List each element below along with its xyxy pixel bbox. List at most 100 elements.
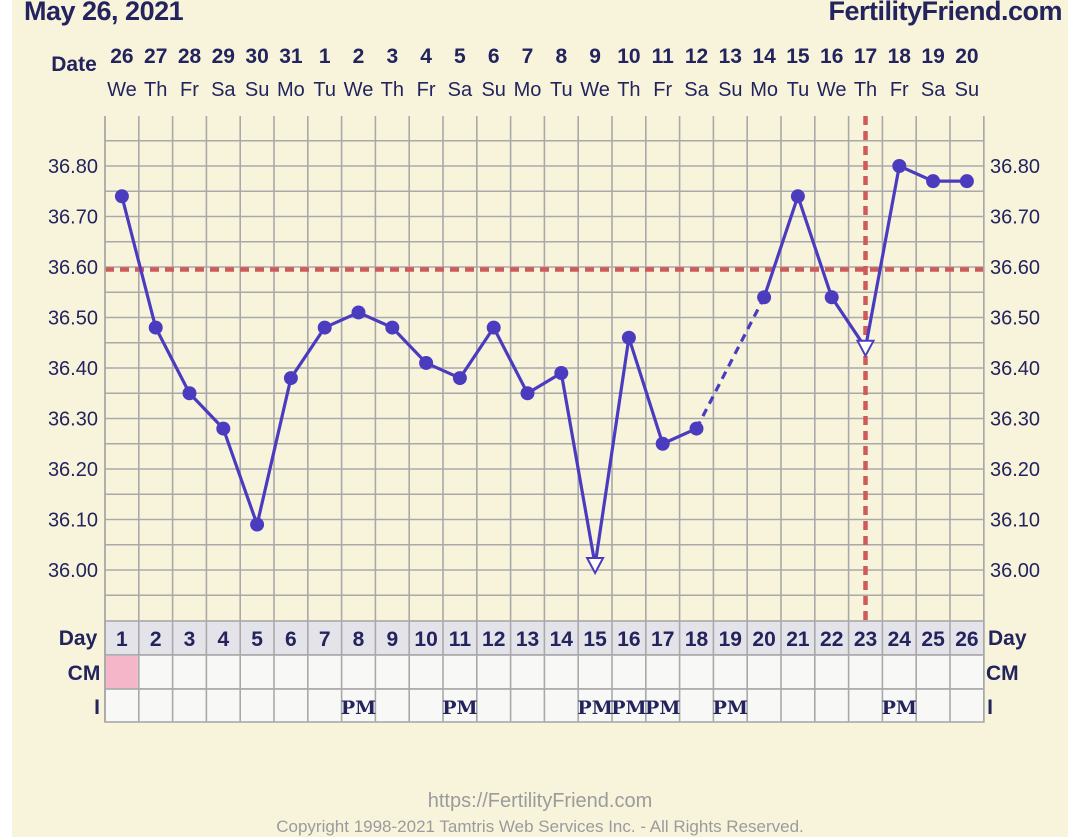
weekday-label: Su: [718, 79, 742, 101]
chart-date: May 26, 2021: [24, 0, 184, 26]
temperature-point: [926, 174, 941, 189]
date-label: 19: [921, 45, 944, 68]
temperature-line: [289, 326, 327, 379]
frame-right: [1068, 0, 1080, 837]
temperature-line: [559, 372, 597, 566]
temperature-point: [351, 305, 366, 320]
temperature-point: [182, 386, 197, 401]
weekday-label: We: [344, 79, 374, 101]
cm-cell-highlight: [106, 656, 138, 688]
day-number: 3: [184, 628, 196, 651]
day-number: 22: [820, 628, 843, 651]
intercourse-marker: PM: [442, 697, 477, 719]
day-number: 11: [449, 628, 472, 651]
date-label: 9: [589, 45, 601, 68]
y-tick-label-right: 36.50: [990, 308, 1040, 330]
weekday-label: Fr: [890, 79, 909, 101]
footer-copyright: Copyright 1998-2021 Tamtris Web Services…: [276, 817, 804, 836]
temperature-point: [892, 159, 907, 173]
temperature-point: [250, 517, 265, 532]
date-label: 8: [555, 45, 567, 68]
footer-url[interactable]: https://FertilityFriend.com: [427, 790, 653, 812]
y-tick-label-left: 36.60: [48, 257, 98, 279]
day-number: 13: [516, 628, 539, 651]
weekday-label: Mo: [514, 79, 542, 101]
weekday-label: Tu: [550, 79, 573, 101]
temperature-point: [959, 174, 974, 189]
y-tick-label-left: 36.00: [48, 560, 98, 582]
temperature-point: [452, 371, 467, 386]
temperature-line: [796, 195, 834, 298]
temperature-line: [391, 326, 428, 365]
day-number: 20: [752, 628, 775, 651]
date-label: 30: [245, 45, 268, 68]
temperature-line: [762, 195, 800, 298]
cm-row-label-right: CM: [986, 662, 1019, 685]
day-number: 8: [353, 628, 365, 651]
day-number: 6: [285, 628, 297, 651]
intercourse-marker: PM: [645, 697, 680, 719]
temperature-point: [317, 320, 332, 335]
weekday-label: We: [580, 79, 610, 101]
intercourse-marker: PM: [577, 697, 612, 719]
day-number: 21: [786, 628, 810, 651]
temperature-point: [554, 366, 569, 381]
weekday-label: Sa: [684, 79, 709, 101]
y-tick-label-left: 36.80: [48, 156, 98, 178]
date-label: 10: [617, 45, 640, 68]
day-number: 23: [854, 628, 877, 651]
temperature-line: [255, 377, 293, 525]
weekday-label: Mo: [750, 79, 778, 101]
intercourse-marker: PM: [611, 697, 646, 719]
y-tick-label-left: 36.40: [48, 358, 98, 380]
day-number: 4: [217, 628, 229, 651]
weekday-label: We: [817, 79, 847, 101]
temperature-point: [486, 320, 501, 335]
weekday-label: Sa: [211, 79, 236, 101]
temperature-point: [283, 371, 298, 386]
day-number: 25: [921, 628, 945, 651]
date-label: 11: [652, 45, 675, 68]
y-tick-label-right: 36.70: [990, 207, 1040, 229]
temperature-point: [419, 355, 434, 370]
day-number: 14: [550, 628, 574, 651]
y-tick-label-right: 36.00: [990, 560, 1040, 582]
date-label: 7: [522, 45, 534, 68]
y-tick-label-right: 36.60: [990, 257, 1040, 279]
date-label: 28: [178, 45, 202, 68]
y-tick-label-left: 36.70: [48, 207, 98, 229]
day-number: 26: [955, 628, 978, 651]
temperature-point-discarded: [585, 556, 605, 576]
day-number: 9: [386, 628, 398, 651]
date-label: 31: [279, 45, 303, 68]
date-label: 18: [888, 45, 912, 68]
weekday-label: Su: [245, 79, 269, 101]
cm-row-label-left: CM: [68, 662, 101, 685]
weekday-label: Mo: [277, 79, 305, 101]
weekday-label: Tu: [787, 79, 810, 101]
y-tick-label-right: 36.40: [990, 358, 1040, 380]
weekday-label: We: [107, 79, 137, 101]
day-number: 17: [651, 628, 674, 651]
intercourse-row-label-left: I: [94, 696, 100, 719]
temperature-point-discarded: [855, 339, 876, 358]
temperature-point: [790, 189, 805, 204]
date-label: 1: [319, 45, 331, 68]
temperature-point: [689, 421, 704, 436]
weekday-label: Fr: [180, 79, 199, 101]
temperature-point: [216, 421, 231, 436]
intercourse-marker: PM: [713, 697, 748, 719]
date-label: 26: [110, 45, 133, 68]
temperature-point: [621, 330, 636, 345]
weekday-label: Th: [144, 79, 167, 101]
weekday-label: Sa: [921, 79, 946, 101]
day-number: 7: [319, 628, 331, 651]
y-tick-label-left: 36.30: [48, 409, 98, 431]
temperature-point: [148, 320, 163, 335]
weekday-label: Su: [955, 79, 979, 101]
date-label: 3: [386, 45, 398, 68]
day-row-label-right: Day: [988, 627, 1027, 650]
date-label: 4: [420, 45, 432, 68]
y-tick-label-left: 36.50: [48, 308, 98, 330]
date-row-label: Date: [51, 53, 97, 76]
